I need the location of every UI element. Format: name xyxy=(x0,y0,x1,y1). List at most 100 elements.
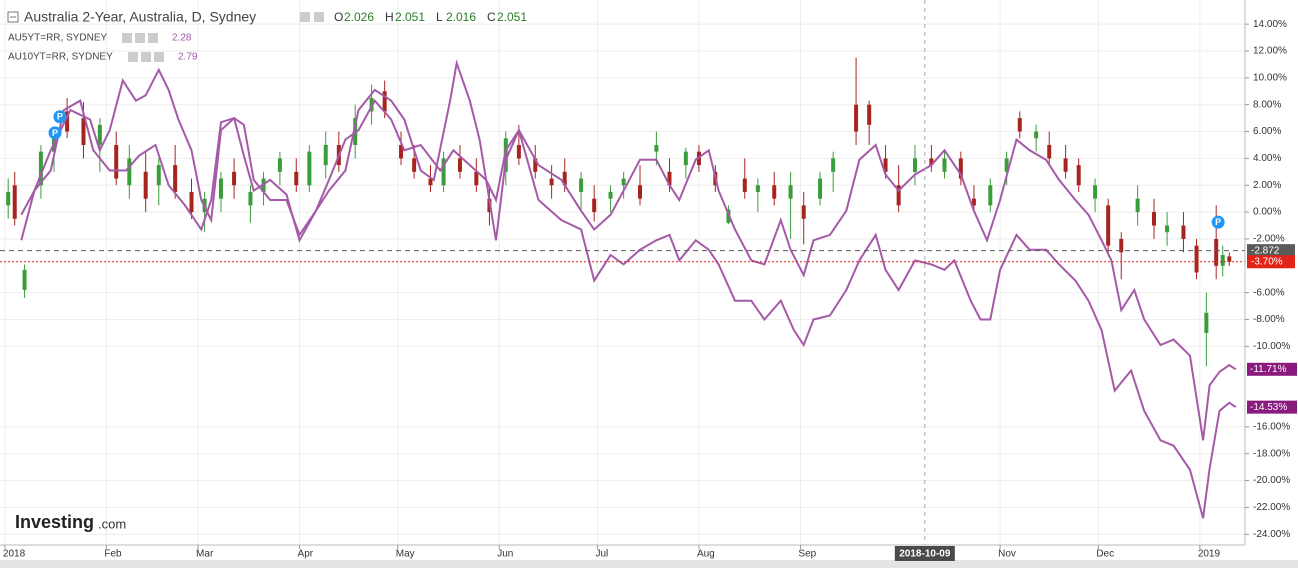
candle-body xyxy=(6,191,11,206)
legend-icon xyxy=(154,52,164,62)
legend-icon xyxy=(148,33,158,43)
candle-body xyxy=(1119,238,1124,253)
candle-body xyxy=(277,158,282,172)
ohlc-key: H xyxy=(385,10,394,24)
candle-body xyxy=(1004,158,1009,172)
last-value-box xyxy=(1247,362,1297,376)
candle-body xyxy=(428,178,433,186)
x-tick-label: 2019 xyxy=(1198,549,1221,560)
candle-body xyxy=(654,144,659,152)
candle-body xyxy=(854,104,859,132)
y-tick-label: -16.00% xyxy=(1253,422,1290,433)
y-tick-label: -22.00% xyxy=(1253,502,1290,513)
candle-body xyxy=(788,185,793,199)
candle-body xyxy=(457,158,462,172)
candle-body xyxy=(592,198,597,213)
legend-name: AU5YT=RR, SYDNEY xyxy=(8,33,108,44)
y-tick-label: 0.00% xyxy=(1253,207,1281,218)
x-tick-label: Aug xyxy=(697,549,715,560)
x-tick-label: Apr xyxy=(298,549,314,560)
candle-body xyxy=(755,185,760,192)
legend-icon xyxy=(135,33,145,43)
candle-body xyxy=(218,178,223,199)
candle-body xyxy=(114,144,119,179)
y-tick-label: -8.00% xyxy=(1253,314,1285,325)
settings-icon[interactable] xyxy=(300,12,310,22)
ohlc-key: O xyxy=(334,10,343,24)
x-tick-label: Sep xyxy=(798,549,816,560)
candle-body xyxy=(38,151,43,186)
y-tick-label: 2.00% xyxy=(1253,180,1281,191)
candle-body xyxy=(1214,238,1219,266)
candle-body xyxy=(971,198,976,206)
candle-body xyxy=(156,165,161,186)
candle-body xyxy=(399,144,404,159)
series-line xyxy=(20,59,1237,519)
candle-body xyxy=(1063,158,1068,172)
y-tick-label: -6.00% xyxy=(1253,287,1285,298)
candle-body xyxy=(1194,245,1199,273)
candle-body xyxy=(516,144,521,159)
crosshair-label: 2018-10-09 xyxy=(899,549,951,560)
candle-body xyxy=(1227,256,1232,262)
candle-body xyxy=(913,158,918,172)
y-tick-label: -10.00% xyxy=(1253,341,1290,352)
candle-body xyxy=(667,171,672,186)
candle-body xyxy=(323,144,328,166)
candle-body xyxy=(772,185,777,199)
legend-icon xyxy=(128,52,138,62)
y-tick-label: 8.00% xyxy=(1253,99,1281,110)
candle-body xyxy=(988,185,993,206)
candle-body xyxy=(608,191,613,199)
y-tick-label: -2.00% xyxy=(1253,234,1285,245)
candle-body xyxy=(382,91,387,112)
candle-body xyxy=(1220,255,1225,266)
y-tick-label: -24.00% xyxy=(1253,529,1290,540)
y-tick-label: -20.00% xyxy=(1253,475,1290,486)
candle-body xyxy=(22,269,27,290)
last-value-label: -14.53% xyxy=(1250,402,1287,413)
candle-body xyxy=(81,118,86,145)
candle-body xyxy=(1034,131,1039,139)
x-tick-label: 2018 xyxy=(3,549,26,560)
ohlc-value: 2.051 xyxy=(395,10,425,24)
ohlc-value: 2.026 xyxy=(344,10,374,24)
candle-body xyxy=(1204,312,1209,333)
x-tick-label: Dec xyxy=(1096,549,1114,560)
collapse-icon[interactable] xyxy=(7,11,19,23)
axes: 14.00% 12.00% 10.00% 8.00% 6.00% 4.00% 2.00% 0.… xyxy=(3,19,1297,561)
x-tick-label: May xyxy=(396,549,415,560)
close-icon[interactable] xyxy=(314,12,324,22)
candle-body xyxy=(1017,118,1022,132)
candle-body xyxy=(896,185,901,206)
candle-body xyxy=(189,191,194,213)
legend-icon xyxy=(122,33,132,43)
x-tick-label: Jun xyxy=(497,549,513,560)
candle-body xyxy=(831,158,836,172)
event-marker-label: P xyxy=(1215,217,1221,227)
candle-body xyxy=(562,171,567,186)
x-tick-label: Jul xyxy=(595,549,608,560)
candle-body xyxy=(127,158,132,186)
candle-body xyxy=(307,151,312,186)
chart-title: Australia 2-Year, Australia, D, Sydney xyxy=(24,9,256,25)
candle-body xyxy=(1047,144,1052,159)
y-tick-label: 6.00% xyxy=(1253,126,1281,137)
ohlc-value: 2.051 xyxy=(497,10,527,24)
legend-value: 2.79 xyxy=(178,52,198,63)
header: Australia 2-Year, Australia, D, Sydney O… xyxy=(7,9,527,63)
y-tick-label: 14.00% xyxy=(1253,19,1287,30)
candle-body xyxy=(1093,185,1098,199)
ohlc: O 2.026 H 2.051 L 2.016 C 2.051 xyxy=(334,10,527,24)
candle-body xyxy=(683,151,688,166)
candle-body xyxy=(1076,165,1081,186)
y-tick-label: 12.00% xyxy=(1253,46,1287,57)
grid xyxy=(0,0,1245,545)
candle-body xyxy=(883,158,888,172)
candle-body xyxy=(818,178,823,199)
candle-body xyxy=(867,104,872,125)
y-tick-label: -18.00% xyxy=(1253,448,1290,459)
event-marker xyxy=(48,126,62,140)
candle-body xyxy=(97,124,102,145)
